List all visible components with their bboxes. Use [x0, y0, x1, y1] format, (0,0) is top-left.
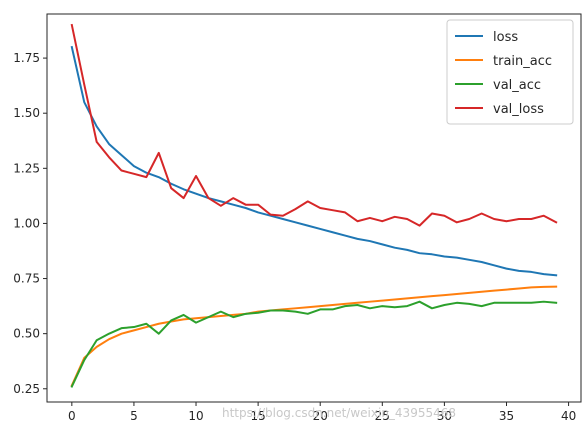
y-tick-label: 0.75 — [13, 272, 40, 286]
legend: loss train_acc val_acc val_loss — [446, 19, 574, 125]
legend-box — [446, 19, 574, 125]
y-tick-label: 1.00 — [13, 216, 40, 230]
series-line-train-acc — [70, 285, 558, 387]
x-tick-label: 0 — [68, 409, 76, 423]
x-tick-label: 40 — [561, 409, 576, 423]
y-tick-label: 0.25 — [13, 382, 40, 396]
y-tick-label: 1.25 — [13, 161, 40, 175]
x-tick-label: 20 — [313, 409, 328, 423]
x-tick-label: 30 — [437, 409, 452, 423]
x-tick-label: 5 — [130, 409, 138, 423]
y-tick-label: 0.50 — [13, 327, 40, 341]
series-line-loss — [70, 45, 558, 277]
series-line-val-loss — [70, 23, 558, 227]
x-tick-label: 25 — [375, 409, 390, 423]
watermark: https://blog.csdn.net/weixin_43955468 — [222, 406, 456, 420]
axes-layer: 0 5 10 15 20 25 30 35 40 0.25 0.50 0.75 1.00 1.25 1.50… — [13, 13, 582, 423]
legend-label: val_loss — [493, 102, 544, 117]
legend-label: loss — [493, 30, 518, 45]
x-tick-label: 15 — [250, 409, 265, 423]
y-tick-label: 1.50 — [13, 106, 40, 120]
axes-frame — [46, 13, 582, 403]
legend-label: val_acc — [493, 78, 541, 93]
x-tick-label: 35 — [499, 409, 514, 423]
x-tick-label: 10 — [188, 409, 203, 423]
series-layer — [70, 23, 558, 388]
y-tick-label: 1.75 — [13, 51, 40, 65]
legend-label: train_acc — [493, 54, 552, 69]
series-line-val-acc — [70, 300, 558, 388]
